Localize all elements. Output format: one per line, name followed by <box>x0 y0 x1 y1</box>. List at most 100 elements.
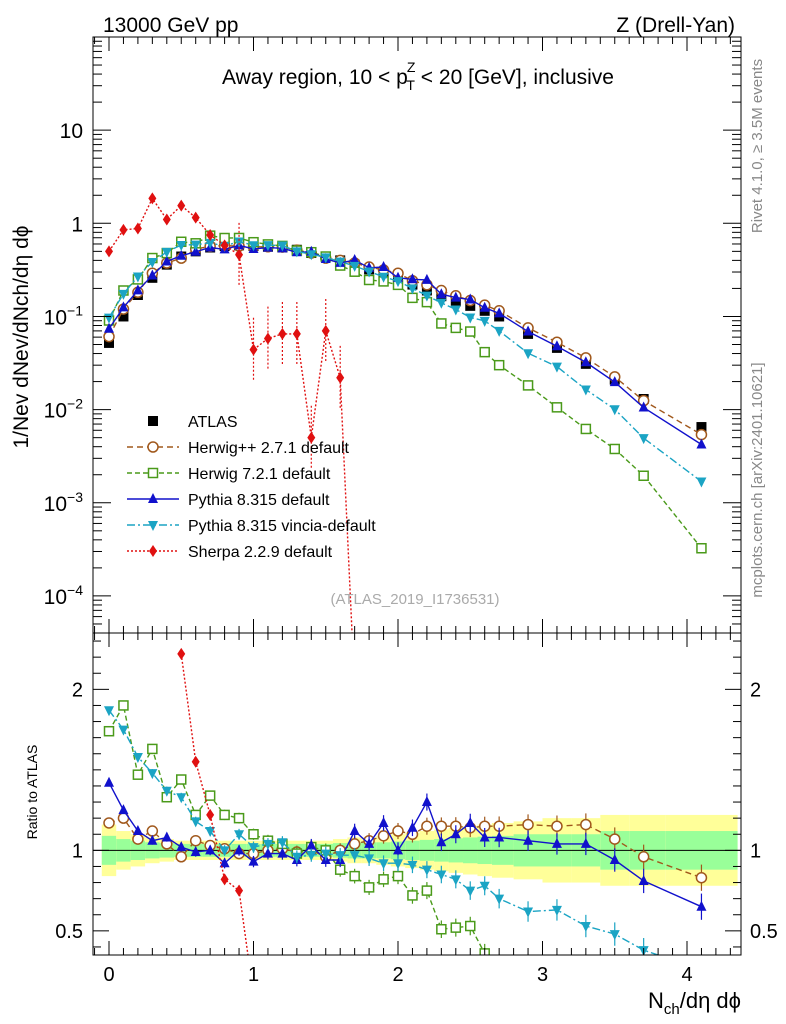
ratio-point-pythia <box>407 821 418 832</box>
ratio-point-pythia <box>436 836 447 847</box>
ratio-point-vincia <box>335 851 346 862</box>
ratio-point-pythia <box>248 855 259 866</box>
legend-marker-herwig7 <box>147 467 159 479</box>
ratio-point-pythia <box>450 828 461 839</box>
ratio-point-vincia <box>465 886 476 897</box>
ratio-tick-label: 1 <box>72 840 83 862</box>
ratio-point-vincia <box>320 849 331 860</box>
point-pythia <box>161 255 172 266</box>
series-line-sherpa <box>108 197 353 633</box>
ratio-point-sherpa <box>206 808 215 821</box>
legend: ATLAS Herwig++ 2.7.1 default Herwig 7.2.1 … <box>127 414 376 561</box>
legend-item-atlas: ATLAS <box>148 414 238 431</box>
point-sherpa <box>292 327 301 340</box>
point-sherpa <box>191 211 200 224</box>
point-vincia <box>190 240 201 251</box>
point-sherpa <box>162 213 171 226</box>
point-sherpa <box>148 192 157 205</box>
x-tick-label: 3 <box>537 964 548 986</box>
ratio-point-herwigpp <box>377 830 390 842</box>
ratio-point-herwig7 <box>436 923 447 935</box>
ratio-point-sherpa <box>220 873 229 886</box>
ratio-point-herwig7 <box>363 882 375 893</box>
ratio-point-vincia <box>378 859 389 870</box>
ratio-point-herwigpp <box>522 818 534 831</box>
ratio-point-sherpa <box>235 884 244 897</box>
point-sherpa <box>278 327 287 340</box>
ratio-point-herwigpp <box>695 871 708 884</box>
point-vincia <box>393 277 403 288</box>
ratio-point-pythia <box>551 837 562 848</box>
point-herwigpp <box>695 428 708 441</box>
ratio-point-vincia <box>609 930 620 941</box>
point-atlas <box>104 337 114 348</box>
y-axis-title: 1/Nev dNev/dNch/dη dϕ <box>10 225 33 448</box>
point-vincia <box>494 326 505 337</box>
ratio-point-vincia <box>580 922 591 933</box>
ratio-point-herwig7 <box>132 769 144 780</box>
ratio-point-herwigpp <box>189 834 202 847</box>
x-tick-label: 1 <box>248 964 259 986</box>
ratio-point-vincia <box>147 769 158 780</box>
ratio-point-pythia <box>494 831 505 842</box>
point-herwig7 <box>580 423 592 435</box>
point-vincia <box>609 405 620 416</box>
x-tick-label: 2 <box>392 964 403 986</box>
point-vincia <box>320 253 331 264</box>
series-vincia <box>104 237 707 488</box>
y-tick-label: 10−1 <box>44 302 84 329</box>
rivet-version-label: Rivet 4.1.0, ≥ 3.5M events <box>749 59 766 233</box>
point-sherpa <box>119 223 128 236</box>
ratio-point-vincia <box>118 725 129 736</box>
legend-item-pythia: Pythia 8.315 default <box>127 492 330 509</box>
x-tick-label: 4 <box>681 964 692 986</box>
point-pythia <box>450 291 461 302</box>
point-herwig7 <box>609 443 620 455</box>
ratio-point-vincia <box>479 881 490 892</box>
point-pythia <box>494 307 505 318</box>
point-vincia <box>450 305 461 316</box>
x-tick-label: 0 <box>103 964 114 986</box>
ratio-point-vincia <box>436 870 447 881</box>
point-pythia <box>349 254 360 265</box>
ratio-point-herwigpp <box>421 820 433 832</box>
point-vincia <box>551 362 562 373</box>
ratio-point-pythia <box>364 837 375 848</box>
point-sherpa <box>133 222 142 235</box>
ratio-point-pythia <box>306 839 317 850</box>
ratio-axis-title: Ratio to ATLAS <box>24 745 40 840</box>
point-vincia <box>580 385 591 396</box>
point-vincia <box>147 257 158 268</box>
legend-item-herwigpp: Herwig++ 2.7.1 default <box>127 440 350 457</box>
ratio-point-herwig7 <box>450 922 462 933</box>
ratio-tick-label-right: 1 <box>750 840 761 862</box>
ratio-point-vincia <box>421 865 432 876</box>
ratio-point-herwigpp <box>392 825 404 837</box>
ratio-point-vincia <box>234 830 245 841</box>
ratio-point-vincia <box>393 859 403 870</box>
point-sherpa <box>321 324 330 337</box>
ratio-point-vincia <box>407 860 418 871</box>
point-vincia <box>248 241 259 252</box>
point-herwig7 <box>407 292 418 304</box>
point-vincia <box>161 247 172 258</box>
x-axis-title: Nch/dη dϕ <box>648 988 741 1018</box>
point-herwig7 <box>450 322 462 334</box>
point-pythia <box>465 293 476 304</box>
point-sherpa <box>263 332 272 345</box>
y-tick-label: 10−2 <box>44 396 84 423</box>
point-vincia <box>465 313 476 324</box>
mcplots-label: mcplots.cern.ch [arXiv:2401.10621] <box>749 362 766 597</box>
ratio-point-sherpa <box>177 647 186 660</box>
ratio-point-herwig7 <box>407 890 418 901</box>
ratio-series-vincia <box>104 706 661 955</box>
ratio-line-vincia <box>108 709 661 955</box>
point-vincia <box>407 284 418 295</box>
ratio-point-herwig7 <box>248 829 259 840</box>
y-tick-label: 10−3 <box>44 489 84 516</box>
ratio-point-pythia <box>421 796 432 807</box>
ratio-line-herwig7 <box>108 703 489 955</box>
point-herwig7 <box>551 402 563 413</box>
ratio-point-herwig7 <box>204 790 216 801</box>
point-sherpa <box>206 228 215 241</box>
